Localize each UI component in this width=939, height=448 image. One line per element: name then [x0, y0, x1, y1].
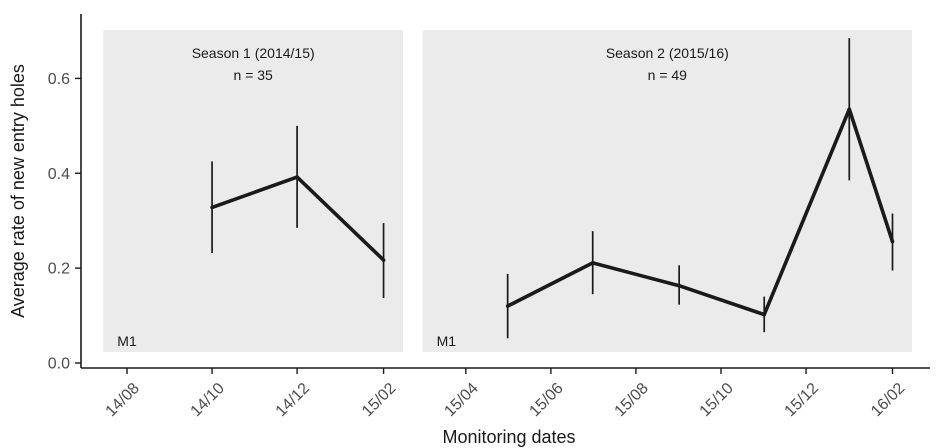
x-axis-title: Monitoring dates: [442, 427, 575, 447]
x-tick-label: 14/08: [103, 380, 143, 420]
x-tick-label: 14/10: [188, 380, 228, 420]
data-point: [210, 205, 214, 210]
data-series: [210, 38, 895, 339]
axes: [80, 14, 930, 369]
data-point: [677, 283, 681, 288]
y-tick-label: 0.2: [48, 261, 70, 278]
data-point: [762, 312, 767, 317]
panel-labels: Season 1 (2014/15) n = 35 M1 Season 2 (2015…: [117, 45, 729, 349]
x-tick-label: 15/08: [612, 380, 652, 420]
x-tick-label: 15/10: [697, 380, 737, 420]
x-tick-label: 15/12: [782, 380, 822, 420]
x-tick-label: 15/04: [441, 380, 481, 420]
y-tick-label: 0.4: [48, 166, 70, 183]
y-tick-label: 0.0: [48, 356, 70, 373]
data-point: [505, 304, 510, 308]
season-panels: [103, 30, 913, 352]
panel-corner-label: M1: [117, 333, 137, 349]
series-line: [506, 107, 895, 317]
y-axis-title: Average rate of new entry holes: [8, 64, 28, 318]
panel-title: Season 2 (2015/16): [606, 45, 729, 61]
x-tick-label: 16/02: [868, 380, 908, 420]
x-tick-label: 15/06: [526, 380, 566, 420]
data-point: [847, 107, 852, 112]
panel-sample-size: n = 35: [234, 67, 274, 83]
y-tick-label: 0.6: [48, 71, 70, 88]
data-point: [890, 239, 895, 244]
panel-sample-size: n = 49: [648, 67, 688, 83]
data-point: [381, 258, 386, 262]
panel-corner-label: M1: [437, 333, 457, 349]
panel-title: Season 1 (2014/15): [192, 45, 315, 61]
data-point: [295, 175, 299, 179]
season-panel-background: [422, 30, 913, 352]
x-tick-label: 15/02: [359, 380, 399, 420]
x-tick-label: 14/12: [273, 380, 313, 420]
data-point: [590, 261, 595, 265]
